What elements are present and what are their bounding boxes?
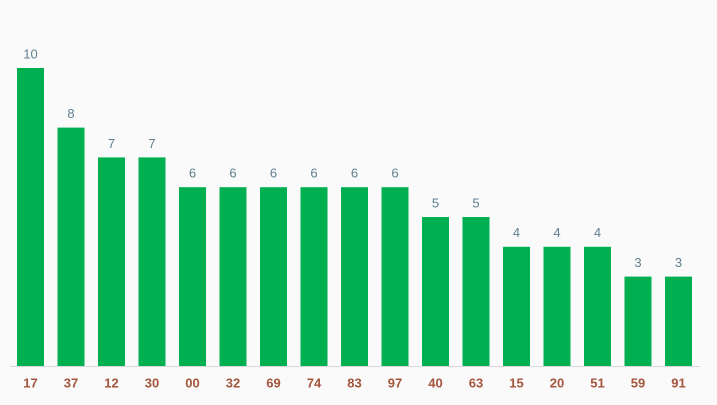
value-label: 5 [472, 195, 479, 210]
bar [98, 157, 125, 366]
x-tick-label: 97 [388, 375, 402, 390]
bar [260, 187, 287, 366]
value-label: 4 [594, 225, 601, 240]
x-tick-label: 51 [590, 375, 604, 390]
x-tick-label: 74 [307, 375, 322, 390]
value-label: 5 [432, 195, 439, 210]
bar [219, 187, 247, 366]
bar [17, 68, 44, 366]
x-tick-label: 32 [226, 375, 240, 390]
value-label: 3 [634, 255, 641, 270]
bar [462, 217, 490, 366]
bar [422, 217, 449, 366]
bar [543, 246, 571, 366]
x-tick-label: 59 [631, 375, 645, 390]
bar [179, 187, 206, 366]
bar [57, 127, 85, 366]
value-label: 6 [351, 166, 358, 181]
x-tick-label: 69 [266, 375, 280, 390]
value-label: 3 [675, 255, 682, 270]
bar [584, 246, 611, 366]
bar [624, 276, 652, 366]
bar [341, 187, 368, 366]
bar [381, 187, 409, 366]
x-tick-label: 40 [428, 375, 442, 390]
value-label: 7 [148, 136, 155, 151]
x-tick-label: 83 [347, 375, 361, 390]
bar [300, 187, 328, 366]
x-tick-label: 20 [550, 375, 564, 390]
x-tick-label: 15 [509, 375, 523, 390]
value-label: 6 [391, 166, 398, 181]
value-label: 4 [553, 225, 560, 240]
value-label: 7 [108, 136, 115, 151]
bar [138, 157, 166, 366]
value-label: 6 [270, 166, 277, 181]
value-label: 6 [229, 166, 236, 181]
value-label: 4 [513, 225, 520, 240]
value-label: 6 [189, 166, 196, 181]
x-tick-label: 37 [64, 375, 78, 390]
value-label: 8 [67, 106, 74, 121]
value-label: 10 [23, 46, 37, 61]
value-label: 6 [310, 166, 317, 181]
x-tick-label: 12 [104, 375, 118, 390]
bar [503, 246, 530, 366]
x-tick-label: 91 [671, 375, 685, 390]
x-tick-label: 63 [469, 375, 483, 390]
bar [665, 276, 692, 366]
x-tick-label: 17 [23, 375, 37, 390]
x-tick-label: 30 [145, 375, 159, 390]
x-tick-label: 00 [185, 375, 199, 390]
